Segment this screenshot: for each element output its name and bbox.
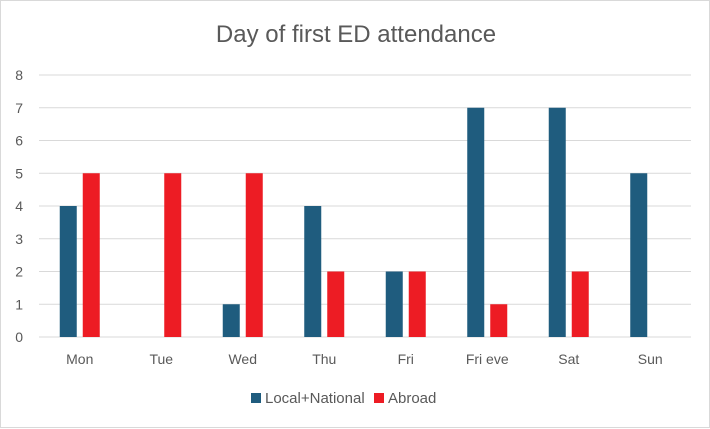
y-tick-label: 8 <box>15 67 23 83</box>
gridlines <box>39 74 691 338</box>
chart-title: Day of first ED attendance <box>216 21 496 48</box>
x-tick-label: Fri eve <box>466 351 509 367</box>
bar-abroad-mon <box>82 173 100 337</box>
y-tick-label: 2 <box>15 264 23 280</box>
x-tick-label: Mon <box>66 351 93 367</box>
legend-item: Abroad <box>374 390 436 407</box>
y-axis-tick-labels: 0 1 2 3 4 5 6 7 8 <box>15 67 23 345</box>
legend-swatch <box>251 393 261 403</box>
y-tick-label: 5 <box>15 165 23 181</box>
bar-abroad-thu <box>327 271 345 337</box>
y-tick-label: 3 <box>15 231 23 247</box>
y-tick-label: 0 <box>15 329 23 345</box>
bar-local-national-sun <box>630 173 648 337</box>
bar-local-national-sat <box>548 107 566 337</box>
x-tick-label: Fri <box>398 351 414 367</box>
bar-local-national-mon <box>59 206 77 337</box>
y-tick-label: 4 <box>15 198 23 214</box>
legend-item: Local+National <box>251 390 365 407</box>
bar-abroad-tue <box>164 173 182 337</box>
legend-swatch <box>374 393 384 403</box>
bar-abroad-fri <box>408 271 426 337</box>
bar-local-national-wed <box>222 304 240 337</box>
x-tick-label: Wed <box>228 351 257 367</box>
bar-abroad-sat <box>571 271 589 337</box>
x-axis-tick-labels: Mon Tue Wed Thu Fri Fri eve Sat Sun <box>66 351 663 367</box>
bar-local-national-thu <box>304 206 322 337</box>
legend-label: Abroad <box>388 390 436 407</box>
bar-local-national-fri <box>385 271 403 337</box>
legend-label: Local+National <box>265 390 365 407</box>
y-tick-label: 7 <box>15 100 23 116</box>
y-tick-label: 6 <box>15 133 23 149</box>
x-tick-label: Sat <box>558 351 579 367</box>
y-tick-label: 1 <box>15 296 23 312</box>
bar-abroad-fri-eve <box>490 304 508 337</box>
x-tick-label: Tue <box>149 351 173 367</box>
bar-local-national-fri-eve <box>467 107 485 337</box>
x-tick-label: Thu <box>312 351 336 367</box>
legend: Local+National Abroad <box>251 390 436 407</box>
bars <box>59 107 648 337</box>
x-tick-label: Sun <box>638 351 663 367</box>
bar-abroad-wed <box>245 173 263 337</box>
